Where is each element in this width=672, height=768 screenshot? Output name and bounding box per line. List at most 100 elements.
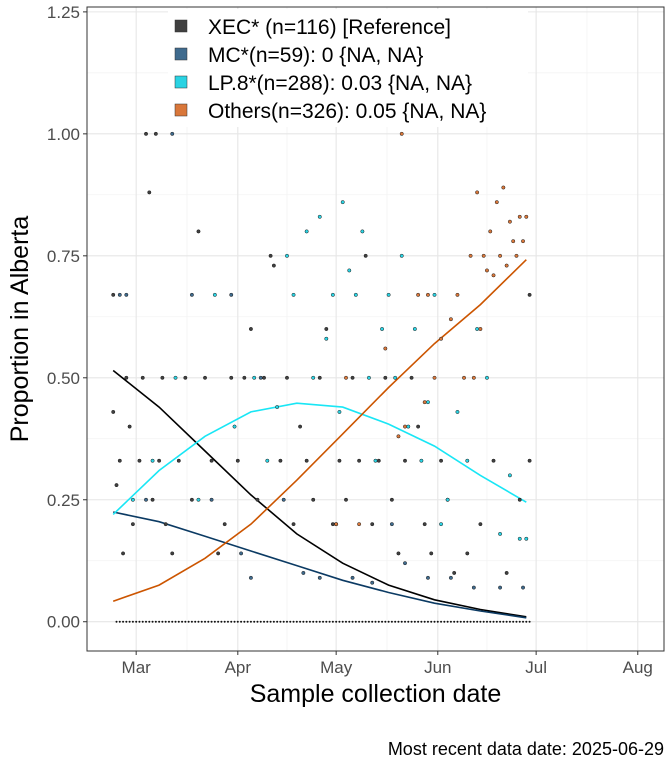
zero-point (390, 620, 393, 623)
xec-point (153, 131, 158, 136)
zero-point (485, 620, 488, 623)
zero-point (502, 620, 505, 623)
lp-point (212, 292, 217, 297)
xec-point (117, 458, 122, 463)
zero-point (141, 620, 144, 623)
others-point (498, 253, 503, 258)
lp-point (419, 458, 424, 463)
xec-point (127, 424, 132, 429)
xec-point (439, 458, 444, 463)
zero-point (472, 620, 475, 623)
lp-point (285, 253, 289, 258)
lp-point (317, 214, 322, 219)
mc-point (124, 292, 129, 297)
xec-point (452, 570, 457, 575)
zero-point (371, 620, 374, 623)
xec-point (304, 458, 309, 463)
caption: Most recent data date: 2025-06-29 (388, 739, 664, 759)
lp-point (439, 522, 444, 527)
zero-point (518, 620, 521, 623)
xec-point (111, 292, 116, 297)
lp-point (366, 375, 371, 380)
zero-point (381, 620, 384, 623)
zero-point (249, 620, 252, 623)
lp-fit-line (112, 402, 527, 515)
others-legend-key (174, 103, 188, 117)
xec-point (422, 522, 427, 527)
xec-point (278, 458, 283, 463)
zero-point (335, 620, 338, 623)
zero-point (158, 620, 161, 623)
xec-point (298, 424, 303, 429)
zero-point (426, 620, 429, 623)
zero-point (417, 620, 420, 623)
zero-point (433, 620, 436, 623)
xec-point (255, 497, 260, 502)
mc-point (170, 131, 175, 136)
zero-point (492, 620, 495, 623)
mc-legend-label: MC*(n=59): 0 {NA, NA} (208, 44, 423, 67)
zero-point (440, 620, 443, 623)
xec-point (163, 522, 168, 527)
zero-point (453, 620, 456, 623)
lp-point (252, 375, 257, 380)
xec-point (350, 375, 355, 380)
xec-point (465, 551, 470, 556)
zero-point (256, 620, 259, 623)
y-tick-label: 0.00 (47, 613, 80, 632)
others-point (511, 239, 516, 244)
lp-point (426, 400, 430, 405)
others-point (471, 375, 476, 380)
zero-point (154, 620, 157, 623)
xec-point (285, 375, 289, 380)
zero-point (207, 620, 210, 623)
zero-point (528, 620, 531, 623)
x-tick-label: Mar (122, 658, 152, 677)
others-point (357, 522, 362, 527)
zero-point (282, 620, 285, 623)
zero-point (377, 620, 380, 623)
zero-point (226, 620, 229, 623)
xec-point (242, 375, 247, 380)
lp-point (196, 497, 201, 502)
zero-point (131, 620, 134, 623)
others-point (455, 292, 460, 297)
xec-point (144, 131, 148, 136)
zero-point (361, 620, 364, 623)
xec-point (176, 458, 181, 463)
xec-point (389, 497, 394, 502)
others-fit-line (112, 259, 527, 602)
zero-point (413, 620, 416, 623)
zero-point (495, 620, 498, 623)
zero-point (299, 620, 302, 623)
lp-legend-key (174, 75, 188, 89)
lp-point (291, 292, 296, 297)
zero-point (522, 620, 525, 623)
xec-point (527, 292, 532, 297)
zero-point (161, 620, 164, 623)
zero-point (466, 620, 469, 623)
y-tick-label: 0.50 (47, 369, 80, 388)
lp-point (498, 531, 503, 536)
mc-point (248, 575, 253, 580)
xec-point (429, 551, 434, 556)
xec-point (409, 375, 414, 380)
lp-point (324, 336, 329, 341)
zero-point (276, 620, 279, 623)
others-point (481, 253, 486, 258)
zero-point (148, 620, 151, 623)
zero-point (125, 620, 128, 623)
lp-point (507, 473, 512, 478)
zero-point (322, 620, 325, 623)
zero-point (259, 620, 262, 623)
zero-point (508, 620, 511, 623)
y-tick-label: 0.25 (47, 491, 80, 510)
zero-point (374, 620, 377, 623)
mc-point (350, 575, 355, 580)
others-legend-label: Others(n=326): 0.05 {NA, NA} (208, 100, 486, 123)
xec-point (248, 327, 253, 331)
mc-point (301, 570, 306, 575)
lp-point (399, 253, 404, 258)
lp-point (353, 292, 358, 297)
y-tick-label: 0.75 (47, 247, 80, 266)
